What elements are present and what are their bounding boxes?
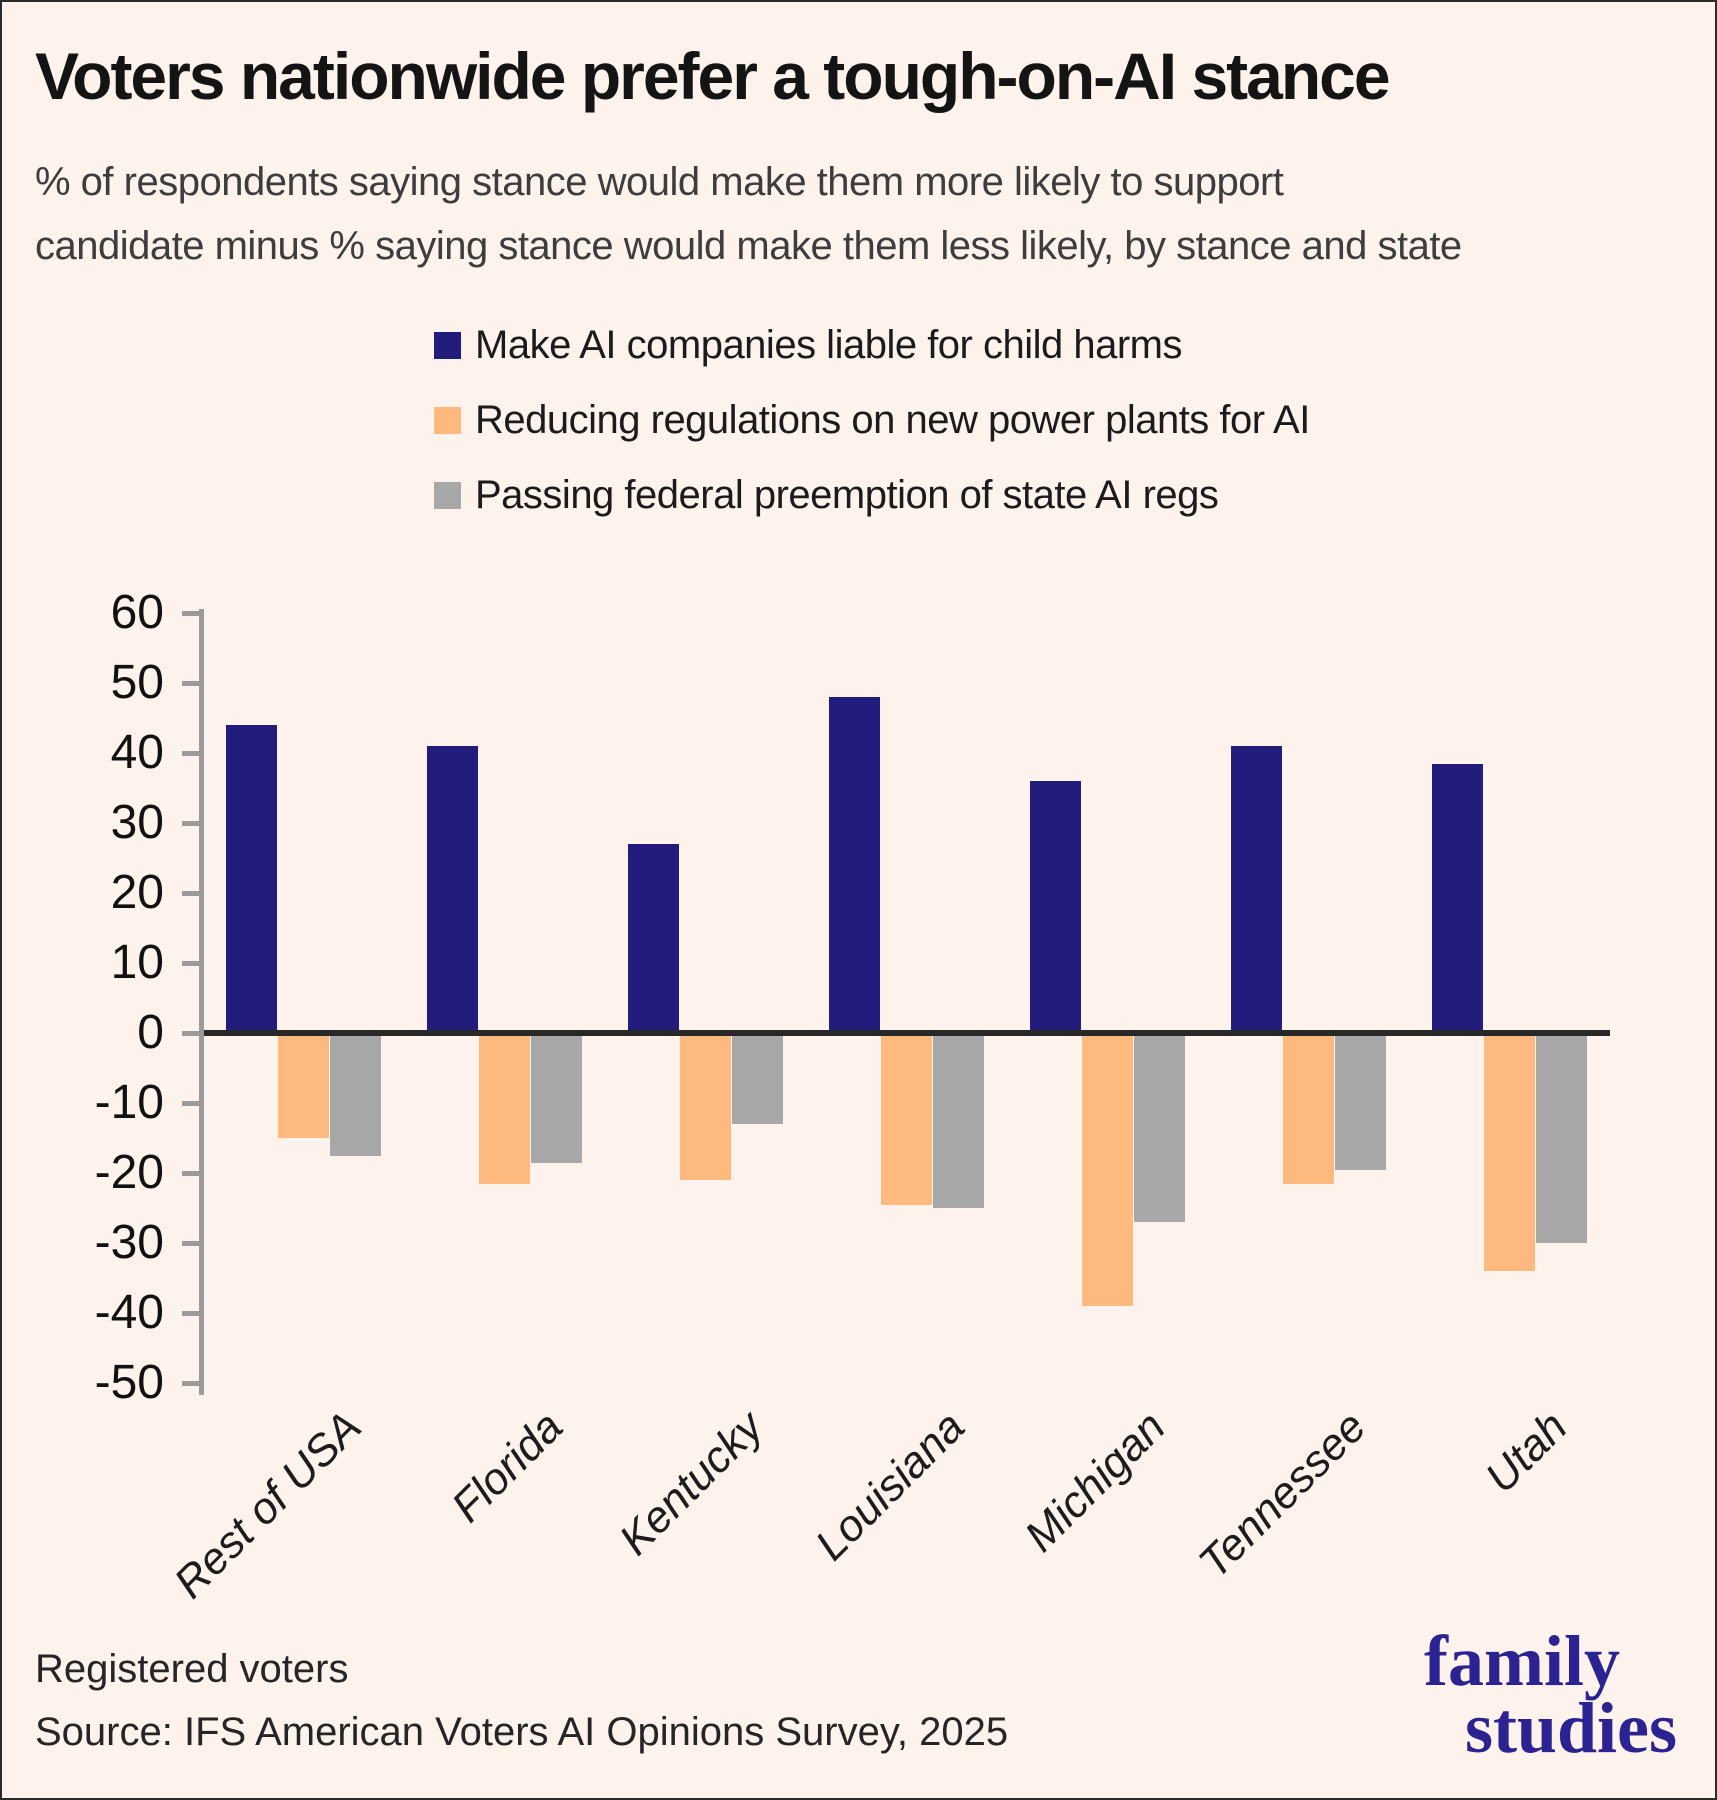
- chart-legend: Make AI companies liable for child harms…: [434, 323, 1310, 557]
- y-axis-tick-label: -20: [94, 1146, 164, 1199]
- y-axis-tick-label: 20: [110, 866, 164, 919]
- y-axis-tick: [182, 1171, 199, 1176]
- x-axis-label-rest-of-usa: Rest of USA: [165, 1402, 372, 1608]
- bar-liability: [1029, 781, 1081, 1033]
- y-axis-tick: [182, 1031, 199, 1036]
- bar-liability: [1230, 746, 1282, 1033]
- legend-item: Reducing regulations on new power plants…: [434, 398, 1310, 442]
- x-axis-label-louisiana: Louisiana: [805, 1402, 974, 1570]
- y-axis-tick-label: 40: [110, 726, 164, 779]
- bar-power-plants: [1081, 1033, 1133, 1306]
- y-axis-tick: [182, 1381, 199, 1386]
- chart-footnote: Registered voters Source: IFS American V…: [35, 1647, 1009, 1755]
- y-axis-tick-label: 0: [137, 1006, 164, 1059]
- y-axis-tick-label: -40: [94, 1286, 164, 1339]
- bar-liability: [226, 725, 278, 1033]
- x-axis-label-kentucky: Kentucky: [610, 1402, 773, 1565]
- bar-preemption: [531, 1033, 583, 1163]
- bar-power-plants: [278, 1033, 330, 1138]
- bar-power-plants: [1282, 1033, 1334, 1184]
- y-axis-tick-label: -30: [94, 1216, 164, 1269]
- bar-liability: [628, 844, 680, 1033]
- y-axis-tick: [182, 1241, 199, 1246]
- y-axis-tick-label: -10: [94, 1076, 164, 1129]
- y-axis-tick: [182, 1101, 199, 1106]
- x-axis-label-tennessee: Tennessee: [1189, 1402, 1376, 1588]
- x-axis-label-michigan: Michigan: [1015, 1402, 1175, 1562]
- bar-power-plants: [680, 1033, 732, 1180]
- y-axis-tick: [182, 681, 199, 686]
- chart-subtitle: % of respondents saying stance would mak…: [35, 160, 1462, 268]
- y-axis-line: [199, 609, 204, 1395]
- x-axis-label-utah: Utah: [1475, 1402, 1577, 1503]
- family-studies-logo: family studies: [1424, 1621, 1677, 1768]
- legend-label: Reducing regulations on new power plants…: [475, 398, 1310, 442]
- bar-preemption: [1535, 1033, 1587, 1243]
- zero-baseline: [204, 1030, 1610, 1036]
- bar-preemption: [1133, 1033, 1185, 1222]
- bar-liability: [427, 746, 479, 1033]
- legend-swatch-liability: [434, 332, 461, 359]
- x-axis-label-florida: Florida: [442, 1402, 572, 1532]
- bar-liability: [1431, 763, 1483, 1033]
- bar-power-plants: [479, 1033, 531, 1184]
- legend-label: Passing federal preemption of state AI r…: [475, 473, 1219, 517]
- y-axis-tick-label: 50: [110, 656, 164, 709]
- logo-word-family: family: [1424, 1621, 1620, 1701]
- bar-preemption: [330, 1033, 382, 1156]
- legend-swatch-power-plants: [434, 407, 461, 434]
- y-axis-tick: [182, 751, 199, 756]
- y-axis-tick: [182, 891, 199, 896]
- legend-item: Passing federal preemption of state AI r…: [434, 473, 1310, 517]
- bar-liability: [829, 697, 880, 1033]
- legend-item: Make AI companies liable for child harms: [434, 323, 1310, 367]
- legend-swatch-preemption: [434, 482, 461, 509]
- y-axis-tick: [182, 1311, 199, 1316]
- y-axis-tick-label: 30: [110, 796, 164, 849]
- y-axis-tick: [182, 821, 199, 826]
- legend-label: Make AI companies liable for child harms: [475, 323, 1183, 367]
- bar-power-plants: [881, 1033, 932, 1205]
- y-axis-tick-label: 60: [110, 586, 164, 639]
- bar-power-plants: [1483, 1033, 1535, 1271]
- y-axis-tick: [182, 961, 199, 966]
- y-axis-tick: [182, 611, 199, 616]
- bar-preemption: [1334, 1033, 1386, 1170]
- bar-preemption: [732, 1033, 784, 1124]
- chart-title: Voters nationwide prefer a tough-on-AI s…: [35, 39, 1391, 113]
- y-axis-tick-label: -50: [94, 1356, 164, 1409]
- bar-preemption: [933, 1033, 984, 1208]
- y-axis-tick-label: 10: [110, 936, 164, 989]
- logo-word-studies: studies: [1464, 1687, 1677, 1768]
